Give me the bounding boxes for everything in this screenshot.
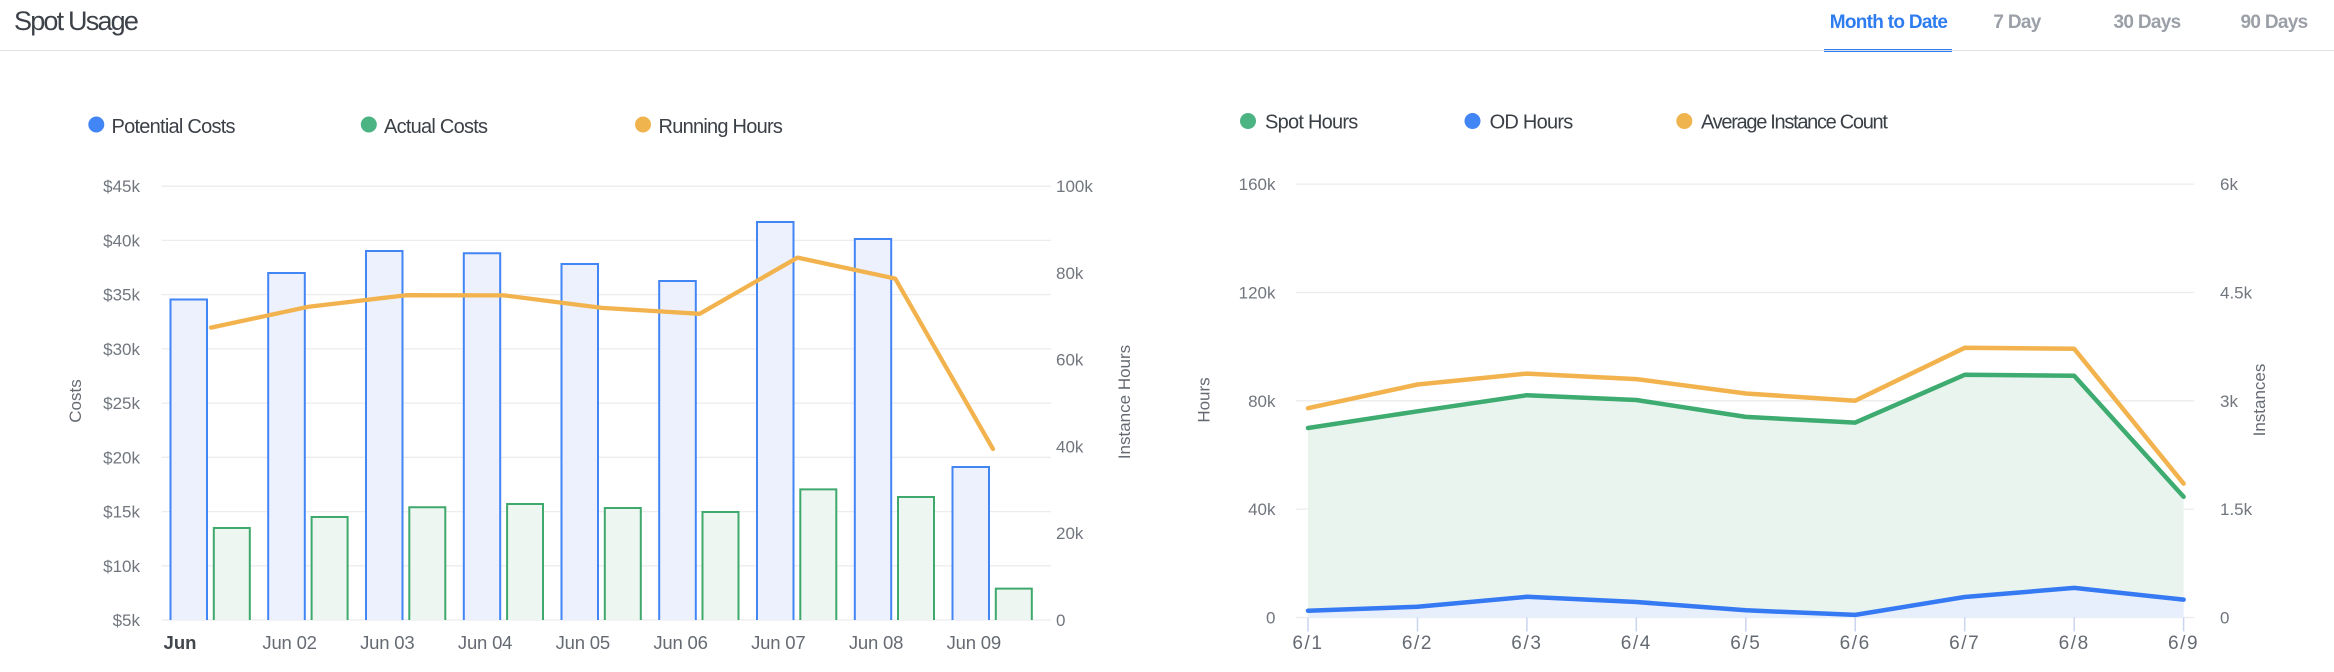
svg-text:Jun 02: Jun 02 xyxy=(262,632,316,653)
svg-text:Jun: Jun xyxy=(164,632,197,653)
svg-text:Jun 08: Jun 08 xyxy=(849,632,903,653)
svg-text:40k: 40k xyxy=(1056,438,1084,457)
svg-text:$35k: $35k xyxy=(103,286,140,305)
svg-text:$10k: $10k xyxy=(103,557,140,576)
svg-text:Jun 04: Jun 04 xyxy=(458,632,512,653)
svg-text:Spot Hours: Spot Hours xyxy=(1265,112,1358,134)
svg-text:120k: 120k xyxy=(1239,284,1276,303)
svg-text:6/1: 6/1 xyxy=(1292,633,1323,654)
svg-text:Jun 07: Jun 07 xyxy=(751,632,805,653)
svg-text:Instances: Instances xyxy=(2250,364,2269,437)
svg-text:6/3: 6/3 xyxy=(1511,633,1542,654)
svg-text:3k: 3k xyxy=(2220,392,2238,411)
svg-text:Hours: Hours xyxy=(1195,377,1214,422)
svg-text:80k: 80k xyxy=(1248,392,1276,411)
svg-text:Instance Hours: Instance Hours xyxy=(1115,345,1134,459)
svg-text:20k: 20k xyxy=(1056,524,1084,543)
svg-text:0: 0 xyxy=(1056,611,1065,630)
svg-text:6/9: 6/9 xyxy=(2168,633,2199,654)
svg-text:160k: 160k xyxy=(1239,175,1276,194)
svg-text:1.5k: 1.5k xyxy=(2220,500,2253,519)
svg-text:$5k: $5k xyxy=(113,611,141,630)
svg-text:6/8: 6/8 xyxy=(2059,633,2090,654)
svg-text:Jun 09: Jun 09 xyxy=(947,632,1001,653)
svg-text:6/4: 6/4 xyxy=(1621,633,1652,654)
svg-text:Costs: Costs xyxy=(66,379,85,422)
svg-text:$40k: $40k xyxy=(103,231,140,250)
svg-text:6/2: 6/2 xyxy=(1402,633,1433,654)
svg-text:Jun 05: Jun 05 xyxy=(556,632,610,653)
svg-text:Potential Costs: Potential Costs xyxy=(112,116,236,138)
svg-text:40k: 40k xyxy=(1248,500,1276,519)
svg-text:6/6: 6/6 xyxy=(1840,633,1871,654)
svg-text:Actual Costs: Actual Costs xyxy=(384,116,488,138)
svg-text:$20k: $20k xyxy=(103,448,140,467)
svg-text:100k: 100k xyxy=(1056,177,1093,196)
svg-text:6/7: 6/7 xyxy=(1949,633,1980,654)
svg-text:Jun 03: Jun 03 xyxy=(360,632,414,653)
svg-text:$15k: $15k xyxy=(103,503,140,522)
svg-text:Running Hours: Running Hours xyxy=(659,116,783,138)
svg-text:0: 0 xyxy=(2220,609,2229,628)
svg-text:Average Instance Count: Average Instance Count xyxy=(1701,112,1888,134)
svg-text:80k: 80k xyxy=(1056,264,1084,283)
svg-text:0: 0 xyxy=(1266,609,1275,628)
svg-text:$45k: $45k xyxy=(103,177,140,196)
svg-text:60k: 60k xyxy=(1056,351,1084,370)
svg-text:Jun 06: Jun 06 xyxy=(653,632,707,653)
svg-text:4.5k: 4.5k xyxy=(2220,284,2253,303)
svg-text:OD Hours: OD Hours xyxy=(1490,112,1574,134)
svg-text:$30k: $30k xyxy=(103,340,140,359)
svg-text:$25k: $25k xyxy=(103,394,140,413)
svg-text:6k: 6k xyxy=(2220,175,2238,194)
svg-text:6/5: 6/5 xyxy=(1730,633,1761,654)
